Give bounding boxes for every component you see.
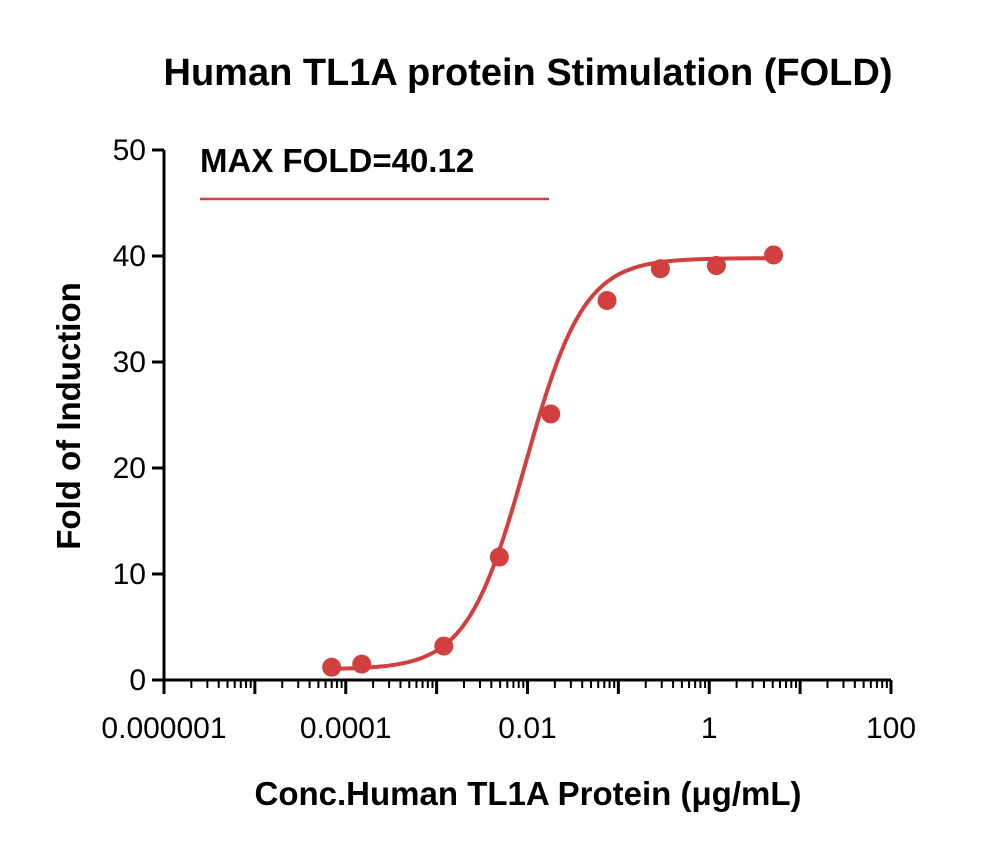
y-tick-label: 0 bbox=[129, 664, 146, 697]
y-tick-label: 40 bbox=[113, 240, 146, 273]
fit-curve bbox=[331, 256, 774, 671]
axes bbox=[162, 150, 891, 682]
data-point bbox=[434, 636, 454, 656]
y-axis-label: Fold of Induction bbox=[50, 282, 87, 550]
x-ticks: 0.000001 0.0001 0.01 1 100 bbox=[101, 680, 916, 745]
x-tick-label: 1 bbox=[701, 712, 718, 745]
chart-title: Human TL1A protein Stimulation (FOLD) bbox=[164, 52, 893, 94]
x-tick-label: 0.0001 bbox=[300, 712, 392, 745]
y-tick-label: 20 bbox=[113, 452, 146, 485]
x-tick-label: 0.01 bbox=[498, 712, 556, 745]
data-point bbox=[650, 259, 670, 279]
y-ticks: 0 10 20 30 40 50 bbox=[113, 134, 164, 697]
x-tick-label: 0.000001 bbox=[101, 712, 226, 745]
data-point bbox=[489, 547, 509, 567]
y-tick-label: 50 bbox=[113, 134, 146, 167]
data-point bbox=[322, 657, 342, 677]
data-point bbox=[352, 654, 372, 674]
data-point bbox=[764, 245, 784, 265]
y-tick-label: 30 bbox=[113, 346, 146, 379]
x-axis-label: Conc.Human TL1A Protein (μg/mL) bbox=[255, 775, 802, 812]
data-point bbox=[597, 291, 617, 311]
data-point bbox=[706, 256, 726, 276]
data-points bbox=[322, 245, 784, 677]
y-tick-label: 10 bbox=[113, 558, 146, 591]
max-fold-annotation: MAX FOLD=40.12 bbox=[200, 142, 474, 179]
data-point bbox=[541, 404, 561, 424]
x-tick-label: 100 bbox=[866, 712, 916, 745]
